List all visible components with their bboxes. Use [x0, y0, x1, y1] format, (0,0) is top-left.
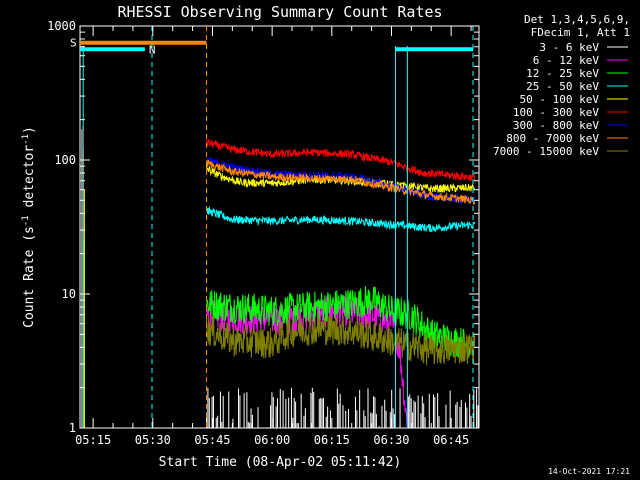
series-line [206, 138, 476, 182]
legend-entry-label: 100 - 300 keV [513, 106, 599, 119]
y-tick-label: 10 [62, 287, 76, 301]
x-tick-label: 06:15 [314, 433, 350, 447]
flag-label: S [70, 37, 77, 50]
y-axis-label-main: Count Rate (s [22, 226, 37, 328]
y-axis-label: Count Rate (s-1 detector-1) [21, 126, 37, 328]
x-tick-label: 05:30 [135, 433, 171, 447]
y-axis-label-mid: detector [22, 145, 37, 216]
x-axis-ticks: 05:15 05:30 05:45 06:00 06:15 06:30 06:45 [75, 26, 472, 447]
chart-title: RHESSI Observing Summary Count Rates [117, 3, 442, 21]
x-tick-label: 05:15 [75, 433, 111, 447]
legend-header-line-2: FDecim 1, Att 1 [531, 26, 630, 39]
series-line [206, 314, 476, 366]
y-tick-label: 1 [69, 421, 76, 435]
x-tick-label: 06:30 [373, 433, 409, 447]
legend-entry-label: 300 - 800 keV [513, 119, 599, 132]
x-tick-label: 06:00 [254, 433, 290, 447]
legend-header-line-1: Det 1,3,4,5,6,9, [524, 13, 630, 26]
series-line [206, 286, 472, 360]
y-axis-ticks: 1 10 100 1000 [47, 19, 479, 435]
vertical-markers-layer [82, 26, 474, 428]
legend-entry-label: 800 - 7000 keV [506, 132, 599, 145]
y-tick-label: 100 [54, 153, 76, 167]
y-axis-label-sup1: -1 [21, 215, 31, 226]
flag-label: N [149, 43, 156, 56]
y-axis-label-end: ) [22, 126, 37, 134]
flags-layer: SN [70, 37, 474, 56]
legend: Det 1,3,4,5,6,9, FDecim 1, Att 1 3 - 6 k… [493, 13, 630, 158]
legend-entry-label: 12 - 25 keV [526, 67, 599, 80]
y-axis-label-sup2: -1 [21, 134, 31, 145]
legend-entry-label: 6 - 12 keV [533, 54, 600, 67]
series-layer [206, 138, 479, 429]
y-tick-label: 1000 [47, 19, 76, 33]
legend-entry-label: 25 - 50 keV [526, 80, 599, 93]
series-line [206, 205, 476, 233]
legend-entry-label: 7000 - 15000 keV [493, 145, 599, 158]
series-line [206, 159, 476, 206]
early-spikes-layer [81, 125, 85, 428]
x-tick-label: 06:45 [433, 433, 469, 447]
x-axis-label: Start Time (08-Apr-02 05:11:42) [159, 455, 402, 470]
x-tick-label: 05:45 [194, 433, 230, 447]
timestamp: 14-Oct-2021 17:21 [548, 467, 630, 476]
legend-entry-label: 3 - 6 keV [539, 41, 599, 54]
plot-frame [79, 25, 480, 429]
legend-entry-label: 50 - 100 keV [520, 93, 600, 106]
